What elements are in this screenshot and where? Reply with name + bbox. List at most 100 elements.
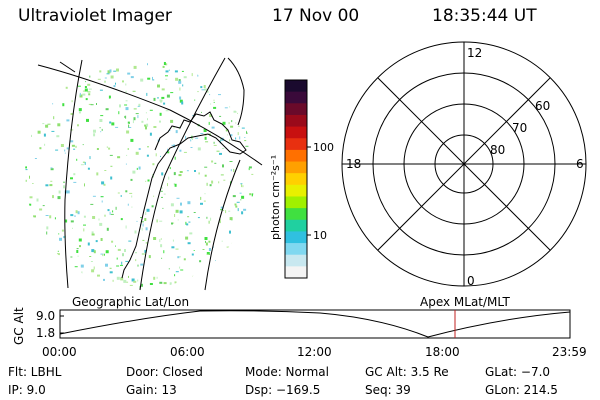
image-pixel (170, 203, 174, 207)
image-pixel (132, 90, 136, 92)
geographic-image-panel (25, 57, 263, 291)
image-pixel (63, 181, 65, 183)
image-pixel (221, 240, 223, 242)
image-pixel (179, 87, 181, 91)
image-pixel (116, 276, 120, 280)
image-pixel (185, 286, 188, 289)
image-pixel (77, 85, 81, 87)
image-pixel (108, 95, 111, 99)
image-pixel (249, 242, 253, 246)
image-pixel (45, 215, 49, 216)
image-pixel (204, 136, 207, 140)
mlt-label-0: 0 (467, 274, 475, 288)
image-pixel (100, 196, 104, 198)
image-pixel (110, 75, 114, 79)
image-pixel (118, 111, 120, 115)
image-pixel (92, 195, 96, 197)
altitude-plot: 9.0 1.8 GC Alt 00:00 06:00 12:00 18:00 2… (12, 307, 587, 359)
image-pixel (161, 187, 163, 189)
image-pixel (240, 239, 242, 243)
image-pixel (168, 69, 170, 71)
image-pixel (93, 266, 95, 270)
image-pixel (141, 253, 145, 255)
image-pixel (227, 62, 229, 66)
image-pixel (248, 166, 252, 169)
image-pixel (179, 99, 183, 103)
image-pixel (75, 210, 78, 214)
colorbar-swatch (285, 138, 307, 151)
image-pixel (127, 148, 129, 150)
colorbar-swatch (285, 80, 307, 93)
image-pixel (161, 88, 165, 91)
image-pixel (73, 148, 76, 150)
image-pixel (211, 160, 214, 163)
image-pixel (224, 271, 228, 273)
image-pixel (149, 283, 153, 285)
altitude-ylabel: GC Alt (12, 307, 26, 345)
colorbar-swatch (285, 196, 307, 209)
image-pixel (116, 265, 120, 267)
image-pixel (113, 85, 116, 88)
image-pixel (201, 89, 205, 91)
image-pixel (120, 264, 123, 266)
image-pixel (78, 238, 82, 242)
colorbar: 100 10 photon cm⁻²s⁻¹ (269, 79, 334, 279)
image-pixel (178, 256, 181, 258)
image-pixel (91, 282, 95, 286)
image-pixel (211, 287, 213, 289)
image-pixel (246, 130, 249, 134)
image-pixel (55, 268, 57, 272)
image-pixel (83, 224, 86, 226)
image-pixel (140, 221, 144, 223)
image-pixel (236, 252, 238, 254)
image-pixel (200, 133, 204, 134)
image-pixel (157, 84, 160, 88)
image-pixel (206, 216, 208, 219)
image-pixel (133, 280, 137, 283)
image-pixel (198, 172, 200, 175)
image-pixel (248, 168, 250, 171)
image-pixel (124, 104, 128, 106)
image-pixel (197, 91, 199, 93)
image-pixel (103, 278, 105, 281)
image-pixel (82, 144, 84, 146)
image-pixel (159, 239, 161, 243)
image-pixel (87, 83, 91, 86)
image-pixel (65, 86, 68, 89)
image-pixel (132, 120, 134, 124)
image-pixel (66, 79, 69, 83)
image-pixel (99, 222, 103, 226)
image-pixel (183, 258, 186, 261)
image-pixel (88, 88, 92, 90)
image-pixel (125, 83, 127, 86)
image-pixel (181, 101, 184, 105)
image-pixel (213, 99, 215, 101)
image-pixel (160, 190, 163, 192)
colorbar-swatch (285, 149, 307, 163)
image-pixel (193, 60, 196, 64)
image-pixel (173, 127, 175, 129)
image-pixel (70, 287, 74, 289)
image-pixel (205, 240, 206, 243)
image-pixel (186, 279, 189, 282)
image-pixel (57, 250, 59, 252)
image-pixel (42, 123, 45, 125)
image-pixel (138, 103, 141, 107)
image-pixel (218, 78, 220, 80)
image-pixel (229, 217, 233, 221)
image-pixel (177, 256, 180, 259)
colorbar-swatch (285, 126, 307, 139)
image-pixel (142, 223, 144, 227)
image-pixel (77, 124, 79, 127)
mlat-label-70: 70 (512, 121, 527, 135)
image-pixel (251, 193, 255, 197)
image-pixel (175, 130, 178, 134)
image-pixel (131, 278, 135, 282)
image-pixel (142, 239, 145, 241)
image-pixel (193, 212, 196, 213)
image-pixel (219, 115, 222, 117)
image-pixel (223, 209, 225, 211)
image-pixel (228, 210, 231, 212)
image-pixel (85, 66, 89, 69)
image-pixel (149, 132, 152, 136)
